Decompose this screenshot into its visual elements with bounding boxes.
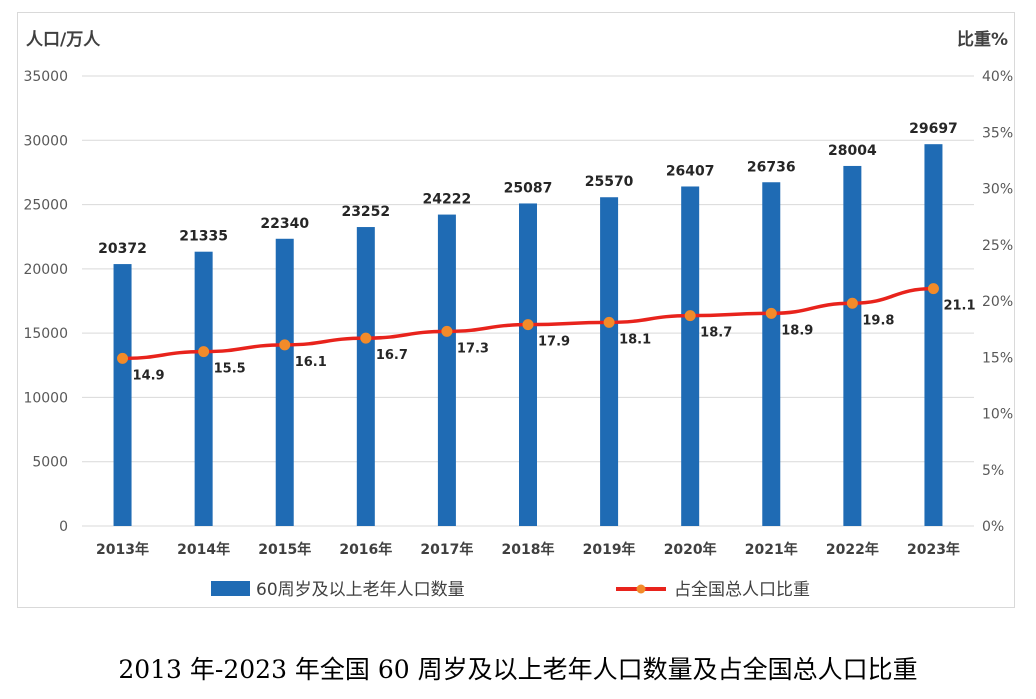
line-point	[846, 297, 858, 309]
y-left-tick-label: 35000	[23, 69, 68, 85]
legend-bar-swatch	[211, 581, 250, 596]
bar-value-label: 29697	[909, 121, 958, 137]
bar-value-label: 23252	[341, 204, 390, 220]
line-value-label: 16.7	[376, 348, 408, 363]
axis-ticks: 0 5000 10000 15000 20000 25000 30000 35000 0% 5% 1…	[23, 69, 1013, 558]
bar-value-label: 28004	[828, 143, 877, 159]
line-point	[522, 319, 534, 331]
x-tick-label: 2014年	[177, 541, 230, 558]
y-right-tick-label: 5%	[982, 463, 1004, 479]
y-left-tick-label: 5000	[32, 455, 68, 471]
line-point	[441, 325, 453, 337]
legend-bar-label: 60周岁及以上老年人口数量	[256, 580, 465, 600]
x-tick-label: 2021年	[745, 541, 798, 558]
bar	[194, 251, 213, 526]
bar	[275, 238, 294, 526]
line-series	[117, 283, 939, 364]
y-left-tick-label: 25000	[23, 198, 68, 214]
line-value-label: 17.3	[457, 341, 489, 356]
bar-value-label: 25570	[585, 174, 634, 190]
chart-frame: 20372 21335 22340 23252 24222 25087 25570 26407…	[17, 12, 1015, 608]
bar	[600, 197, 619, 526]
legend-line-marker	[636, 584, 646, 594]
line-value-label: 16.1	[295, 355, 327, 370]
bar-value-label: 24222	[423, 192, 472, 208]
y-right-tick-label: 15%	[982, 350, 1013, 366]
y-left-tick-label: 30000	[23, 133, 68, 149]
y-left-tick-label: 10000	[23, 390, 68, 406]
line-point	[279, 339, 291, 351]
y-right-tick-label: 40%	[982, 69, 1013, 85]
bar	[762, 182, 781, 526]
bar-value-label: 20372	[98, 241, 147, 257]
y-right-tick-label: 25%	[982, 238, 1013, 254]
x-tick-label: 2015年	[258, 541, 311, 558]
line-value-label: 18.9	[781, 323, 813, 338]
left-axis-title: 人口/万人	[26, 30, 101, 50]
line-value-label: 18.1	[619, 332, 651, 347]
line-value-label: 14.9	[133, 368, 165, 383]
bar	[843, 165, 862, 526]
y-right-tick-label: 10%	[982, 407, 1013, 423]
line-point	[927, 283, 939, 295]
bar-value-label: 22340	[260, 216, 309, 232]
bar	[356, 227, 375, 526]
chart-caption: 2013 年-2023 年全国 60 周岁及以上老年人口数量及占全国总人口比重	[118, 655, 918, 684]
x-tick-label: 2023年	[907, 541, 960, 558]
right-axis-title: 比重%	[957, 29, 1008, 50]
bar-value-label: 25087	[504, 180, 553, 196]
line-point	[117, 352, 129, 364]
line-value-label: 18.7	[700, 326, 732, 341]
bar-value-label: 26407	[666, 163, 715, 179]
bar-series	[113, 144, 943, 526]
legend-line-label: 占全国总人口比重	[674, 580, 810, 600]
y-right-tick-label: 30%	[982, 182, 1013, 198]
bar	[681, 186, 700, 526]
x-tick-label: 2022年	[826, 541, 879, 558]
bar	[519, 203, 537, 526]
bar	[924, 144, 943, 526]
y-right-tick-label: 35%	[982, 125, 1013, 141]
line-point	[603, 316, 615, 328]
x-tick-label: 2016年	[339, 541, 392, 558]
line-value-label: 15.5	[214, 362, 246, 377]
line-value-label: 19.8	[862, 313, 894, 328]
bar	[113, 264, 132, 526]
line-point	[360, 332, 372, 344]
x-tick-label: 2018年	[502, 541, 555, 558]
y-right-tick-label: 20%	[982, 294, 1013, 310]
y-left-tick-label: 20000	[23, 262, 68, 278]
chart-svg: 20372 21335 22340 23252 24222 25087 25570 26407…	[23, 29, 1013, 600]
x-tick-label: 2017年	[420, 541, 473, 558]
y-right-tick-label: 0%	[982, 519, 1004, 535]
data-labels: 20372 21335 22340 23252 24222 25087 25570 26407…	[98, 121, 975, 383]
y-left-tick-label: 0	[59, 519, 68, 535]
x-tick-label: 2013年	[96, 541, 149, 558]
line-point	[684, 310, 696, 322]
x-tick-label: 2020年	[664, 541, 717, 558]
y-left-tick-label: 15000	[23, 326, 68, 342]
line-value-label: 21.1	[943, 299, 975, 314]
bar-value-label: 26736	[747, 159, 796, 175]
legend: 60周岁及以上老年人口数量 占全国总人口比重	[211, 580, 810, 600]
line-value-label: 17.9	[538, 335, 570, 350]
line-point	[198, 346, 210, 358]
bar	[437, 214, 456, 526]
line-point	[765, 307, 777, 319]
bar-value-label: 21335	[179, 229, 228, 245]
x-tick-label: 2019年	[583, 541, 636, 558]
